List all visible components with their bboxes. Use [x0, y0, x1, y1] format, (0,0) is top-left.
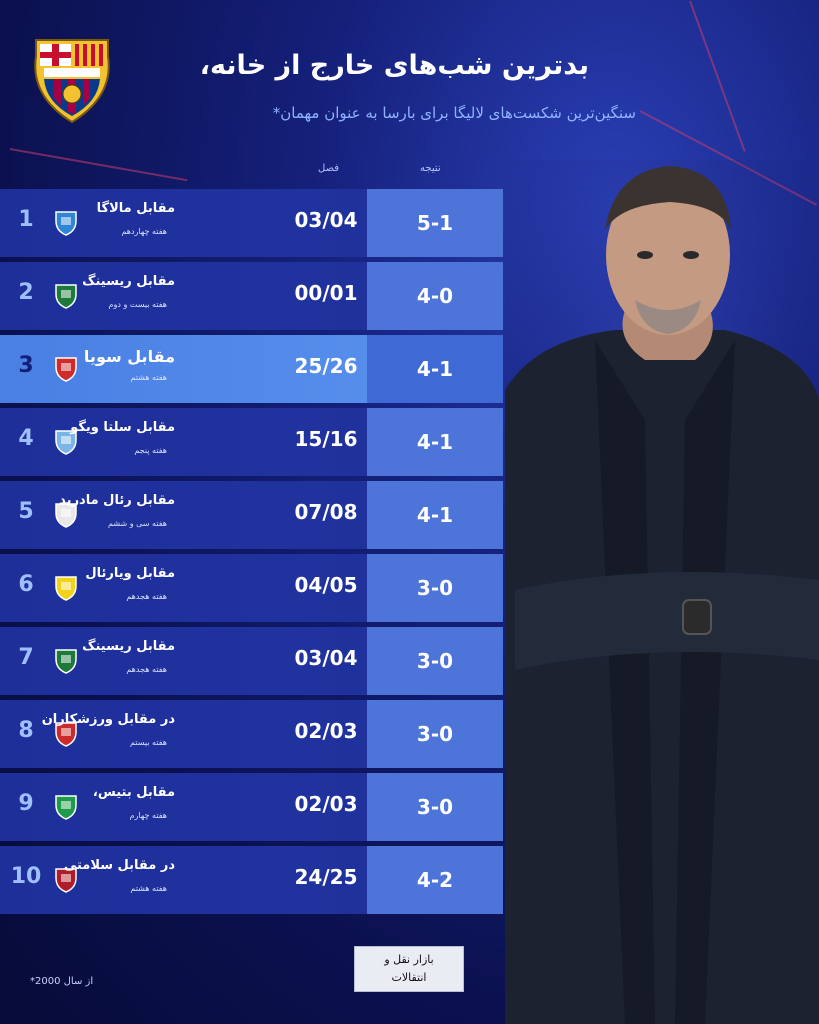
page-subtitle: سنگین‌ترین شکست‌های لالیگا برای بارسا به…	[272, 104, 636, 122]
row-team: در مقابل ورزشکاران	[41, 712, 175, 727]
row-season: 15/16	[294, 427, 358, 451]
fc-barcelona-crest-icon	[34, 39, 110, 124]
row-week: هفته چهاردهم	[121, 227, 167, 236]
row-score: 4-1	[367, 335, 503, 403]
row-rank: 7	[18, 645, 34, 670]
table-row: 1 مقابل مالاگا هفته چهاردهم 03/04 5-1	[0, 189, 503, 257]
racing-crest-icon	[52, 282, 80, 310]
coach-photo	[505, 160, 819, 1024]
villarreal-crest-icon	[52, 574, 80, 602]
row-week: هفته چهارم	[129, 811, 167, 820]
table-row: 5 مقابل رئال مادرید هفته سی و ششم 07/08 4-1	[0, 481, 503, 549]
row-season: 04/05	[294, 573, 358, 597]
row-rank: 1	[18, 207, 34, 232]
row-week: هفته هجدهم	[126, 592, 167, 601]
row-rank: 4	[18, 426, 34, 451]
row-team: مقابل سویا	[83, 347, 175, 366]
row-score: 3-0	[367, 554, 503, 622]
decor-line	[9, 148, 188, 182]
row-week: هفته بیستم	[129, 738, 167, 747]
row-score: 4-1	[367, 408, 503, 476]
row-week: هفته هشتم	[130, 884, 167, 893]
row-team: مقابل ویارئال	[85, 566, 175, 581]
footnote: از سال 2000*	[30, 976, 94, 987]
atletico-crest-icon	[52, 720, 80, 748]
row-season: 07/08	[294, 500, 358, 524]
row-score: 4-2	[367, 846, 503, 914]
watermark-logo: بازار نقل و انتقالات	[354, 946, 464, 992]
table-row: 7 مقابل ریسینگ هفته هجدهم 03/04 3-0	[0, 627, 503, 695]
row-score: 4-1	[367, 481, 503, 549]
row-score: 4-0	[367, 262, 503, 330]
celta-crest-icon	[52, 428, 80, 456]
betis-crest-icon	[52, 793, 80, 821]
table-row: 4 مقابل سلتا ویگو هفته پنجم 15/16 4-1	[0, 408, 503, 476]
real-madrid-crest-icon	[52, 501, 80, 529]
row-week: هفته هجدهم	[126, 665, 167, 674]
row-team: مقابل ریسینگ	[82, 639, 175, 654]
row-week: هفته سی و ششم	[108, 519, 167, 528]
row-week: هفته هشتم	[130, 373, 167, 382]
malaga-crest-icon	[52, 209, 80, 237]
row-season: 03/04	[294, 208, 358, 232]
row-season: 00/01	[294, 281, 358, 305]
row-week: هفته بیست و دوم	[108, 300, 167, 309]
row-rank: 2	[18, 280, 34, 305]
row-rank: 3	[18, 353, 34, 378]
row-season: 02/03	[294, 719, 358, 743]
row-rank: 10	[10, 864, 42, 889]
row-team: مقابل مالاگا	[96, 201, 175, 216]
table-row: 2 مقابل ریسینگ هفته بیست و دوم 00/01 4-0	[0, 262, 503, 330]
column-header-result: نتیجه	[420, 163, 441, 174]
row-team: مقابل ریسینگ	[82, 274, 175, 289]
row-season: 24/25	[294, 865, 358, 889]
row-season: 25/26	[294, 354, 358, 378]
watermark-line: انتقالات	[391, 971, 427, 984]
row-team: مقابل بتیس،	[92, 785, 175, 800]
table-row: 3 مقابل سویا هفته هشتم 25/26 4-1	[0, 335, 503, 403]
row-team: مقابل رئال مادرید	[59, 493, 175, 508]
row-rank: 8	[18, 718, 34, 743]
row-score: 3-0	[367, 700, 503, 768]
sevilla-crest-icon	[52, 355, 80, 383]
decor-line	[689, 0, 746, 152]
row-season: 02/03	[294, 792, 358, 816]
watermark-line: بازار نقل و	[384, 953, 434, 966]
racing-crest-icon	[52, 647, 80, 675]
row-rank: 5	[18, 499, 34, 524]
row-rank: 6	[18, 572, 34, 597]
column-header-season: فصل	[318, 163, 340, 174]
row-team: مقابل سلتا ویگو	[70, 420, 175, 435]
osasuna-crest-icon	[52, 866, 80, 894]
row-week: هفته پنجم	[134, 446, 167, 455]
row-score: 3-0	[367, 773, 503, 841]
row-score: 5-1	[367, 189, 503, 257]
table-row: 10 در مقابل سلامتی هفته هشتم 24/25 4-2	[0, 846, 503, 914]
table-row: 8 در مقابل ورزشکاران هفته بیستم 02/03 3-0	[0, 700, 503, 768]
table-row: 9 مقابل بتیس، هفته چهارم 02/03 3-0	[0, 773, 503, 841]
row-team: در مقابل سلامتی	[63, 858, 175, 873]
row-score: 3-0	[367, 627, 503, 695]
table-row: 6 مقابل ویارئال هفته هجدهم 04/05 3-0	[0, 554, 503, 622]
row-season: 03/04	[294, 646, 358, 670]
page-title: بدترین شب‌های خارج از خانه،	[199, 50, 589, 81]
row-rank: 9	[18, 791, 34, 816]
